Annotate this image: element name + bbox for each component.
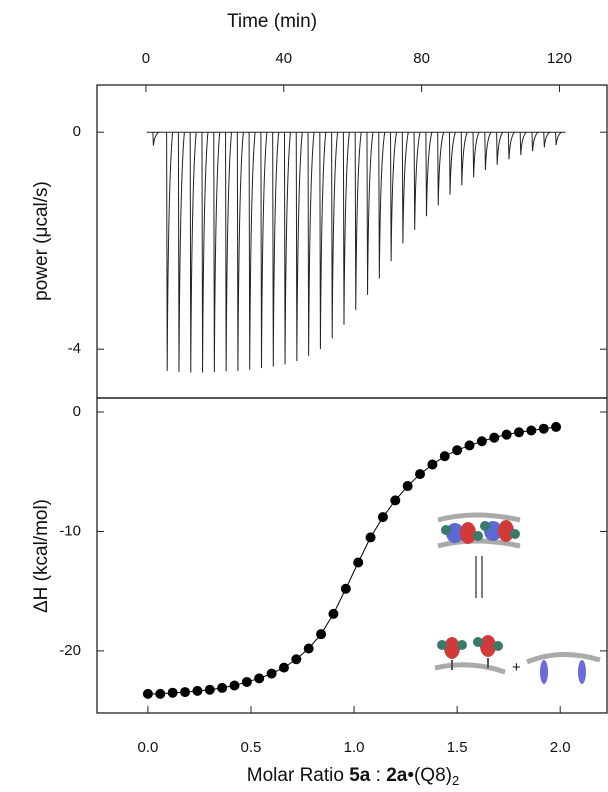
injection-peak [460, 132, 468, 186]
data-point [551, 421, 562, 432]
injection-peak [201, 132, 209, 373]
x-tick-label: 0.5 [241, 739, 262, 756]
label-part: •(Q8) [407, 765, 452, 786]
injection-peak [413, 132, 421, 230]
data-point [415, 469, 426, 480]
y-axis-label: power (μcal/s) [31, 181, 52, 301]
svg-text:+: + [512, 659, 521, 676]
injection-peak [543, 131, 551, 148]
injection-peak [307, 132, 315, 356]
injection-peak [283, 132, 291, 365]
x-axis-label: Time (min) [227, 11, 317, 32]
injection-peak [425, 132, 433, 217]
label-part: Molar Ratio [247, 765, 349, 786]
data-point [513, 427, 524, 438]
data-point [464, 440, 475, 451]
injection-peak [519, 131, 527, 156]
injection-peak [272, 132, 280, 367]
data-point [526, 425, 537, 436]
injection-peak [166, 132, 174, 371]
y-tick-label: -4 [68, 340, 81, 357]
data-point [340, 583, 351, 594]
data-point [501, 429, 512, 440]
y-tick-label: 0 [73, 403, 81, 420]
x-tick-label: 80 [413, 50, 430, 67]
data-point [204, 684, 215, 695]
data-point [303, 643, 314, 654]
label-part: 5a [349, 765, 371, 786]
y-tick-label: -20 [59, 642, 81, 659]
y-tick-label: -10 [59, 522, 81, 539]
data-point [217, 682, 228, 693]
injection-peak [331, 132, 339, 339]
data-point [167, 687, 178, 698]
data-point [266, 668, 277, 679]
y-tick-label: 0 [73, 123, 81, 140]
data-point [476, 436, 487, 447]
data-point [489, 432, 500, 443]
x-tick-label: 120 [547, 50, 572, 67]
label-part: 2a [386, 765, 408, 786]
data-point [538, 423, 549, 434]
injection-peak [225, 132, 233, 372]
injection-peak [507, 131, 515, 160]
data-point [452, 445, 463, 456]
data-point [377, 512, 388, 523]
injection-peak [248, 132, 256, 370]
label-part: : [370, 765, 386, 786]
injection-peak [213, 132, 221, 372]
complex-cartoon: + [434, 512, 601, 684]
data-point [365, 532, 376, 543]
injection-peak [319, 132, 327, 350]
data-point [278, 662, 289, 673]
injection-peak [555, 131, 562, 146]
injection-peak [390, 132, 398, 262]
data-point [390, 495, 401, 506]
data-point [142, 688, 153, 699]
injection-peak [484, 131, 492, 171]
data-point [316, 629, 327, 640]
x-tick-label: 0.0 [137, 739, 158, 756]
injection-peak [152, 131, 160, 146]
data-point [402, 481, 413, 492]
x-tick-label: 1.0 [344, 739, 365, 756]
data-point [229, 680, 240, 691]
data-point [192, 685, 203, 696]
fit-line [147, 426, 557, 695]
data-point [291, 654, 302, 665]
injection-peak [177, 132, 185, 372]
injection-peak [531, 131, 539, 152]
data-point [328, 608, 339, 619]
data-point [254, 673, 265, 684]
data-point [353, 557, 364, 568]
injection-peak [472, 131, 480, 178]
data-point [155, 688, 166, 699]
injection-peak [342, 132, 350, 325]
injection-peak [189, 132, 197, 373]
injection-peak [378, 132, 386, 279]
data-point [439, 451, 450, 462]
injection-peak [448, 132, 456, 195]
x-tick-label: 2.0 [550, 739, 571, 756]
injection-peak [366, 132, 374, 295]
data-point [241, 676, 252, 687]
injection-peak [496, 131, 504, 165]
x-axis-label: Molar Ratio 5a : 2a•(Q8)2 [247, 765, 459, 788]
injection-peak [437, 132, 445, 206]
injection-peak [401, 132, 409, 244]
injection-peak [236, 132, 244, 371]
panel-frame [96, 397, 608, 714]
x-tick-label: 1.5 [447, 739, 468, 756]
y-axis-label: ΔH (kcal/mol) [31, 499, 52, 613]
label-part: 2 [452, 773, 459, 788]
injection-peak [354, 132, 362, 311]
data-point [427, 459, 438, 470]
injection-peak [260, 132, 268, 369]
data-point [180, 687, 191, 698]
injection-peak [295, 132, 303, 362]
x-tick-label: 40 [275, 50, 292, 67]
x-tick-label: 0 [142, 50, 150, 67]
